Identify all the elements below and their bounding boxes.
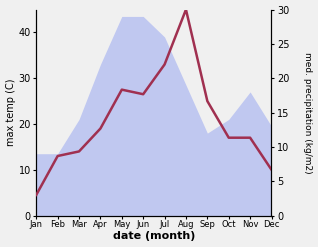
Y-axis label: max temp (C): max temp (C) — [5, 79, 16, 146]
Y-axis label: med. precipitation (kg/m2): med. precipitation (kg/m2) — [303, 52, 313, 173]
X-axis label: date (month): date (month) — [113, 231, 195, 242]
